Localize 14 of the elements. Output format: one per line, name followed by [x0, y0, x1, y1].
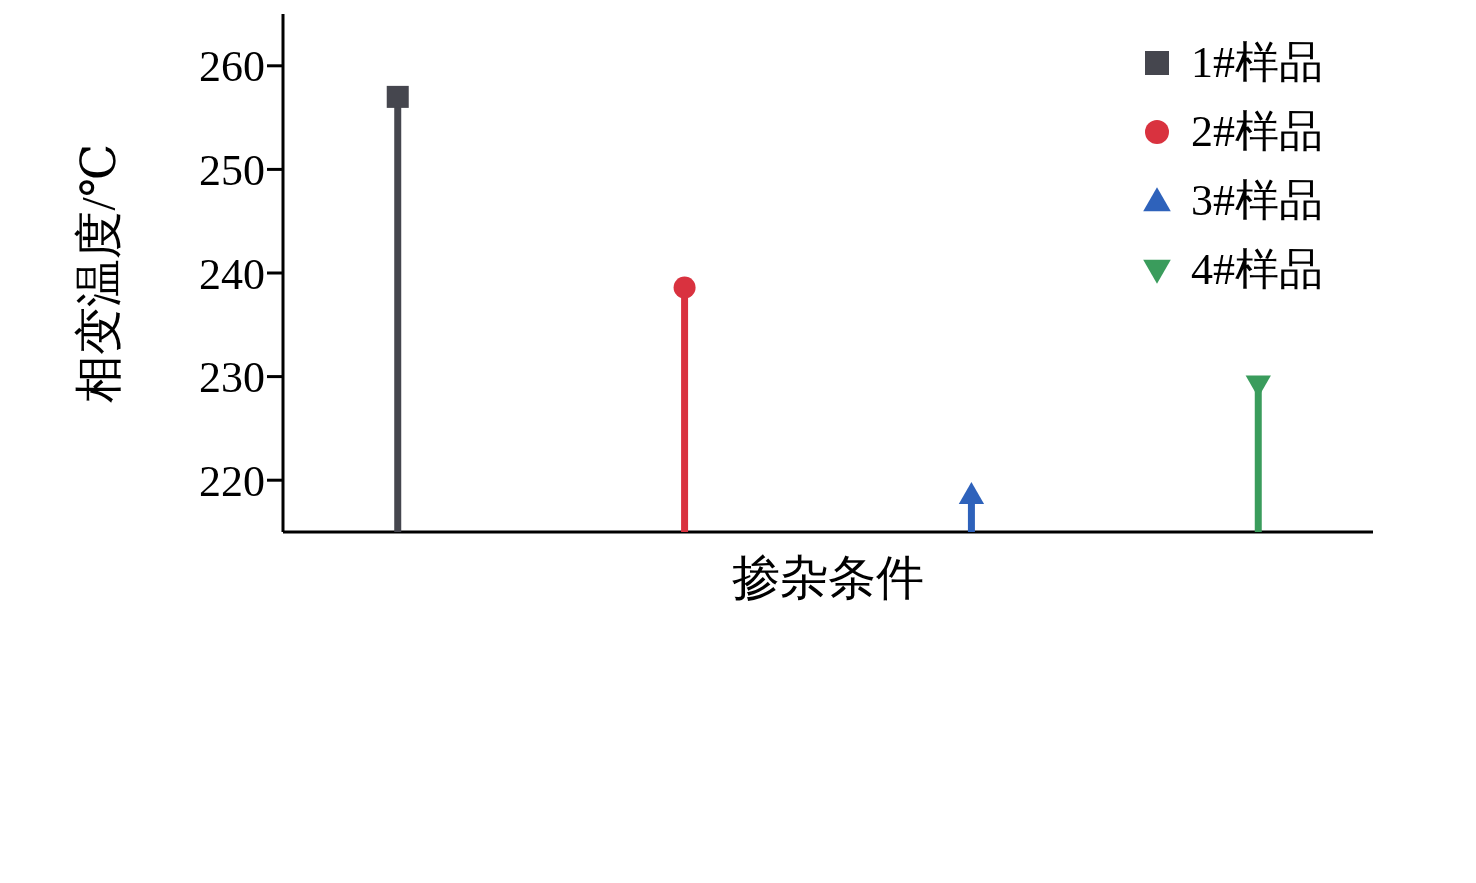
legend-label: 2#样品 [1191, 106, 1323, 158]
y-tick-label: 240 [199, 249, 265, 299]
point [673, 276, 696, 299]
y-tick-label: 220 [199, 456, 265, 506]
y-tick-label: 230 [199, 353, 265, 403]
legend-label: 3#样品 [1191, 175, 1323, 227]
point [386, 85, 409, 108]
y-axis-title: 相变温度/℃ [72, 143, 126, 403]
point [958, 482, 985, 505]
legend-label: 4#样品 [1191, 244, 1323, 296]
legend-label: 1#样品 [1191, 37, 1323, 89]
y-tick-label: 260 [199, 42, 265, 92]
x-axis-title: 掺杂条件 [732, 551, 924, 604]
y-tick-label: 250 [199, 146, 265, 196]
